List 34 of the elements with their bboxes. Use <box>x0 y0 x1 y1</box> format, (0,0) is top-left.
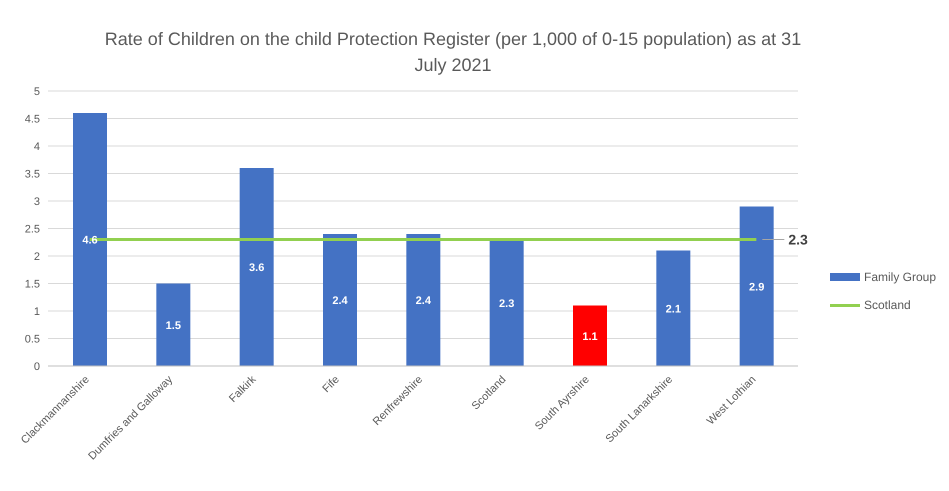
y-tick-label: 1 <box>34 306 40 318</box>
y-tick-label: 2.5 <box>24 223 40 236</box>
y-tick-label: 3.5 <box>24 168 40 180</box>
x-tick-label: Fife <box>320 374 342 396</box>
bar <box>323 234 357 366</box>
data-label: 3.6 <box>249 262 264 274</box>
y-tick-label: 1.5 <box>24 278 40 290</box>
bar <box>656 250 690 366</box>
y-tick-label: 4.5 <box>24 113 40 126</box>
bar <box>73 113 107 366</box>
legend-label: Scotland <box>863 298 912 312</box>
chart-title: Rate of Children on the child Protection Register (per 1,000 of 0-15 population) as at 31 July 2021 <box>104 28 802 77</box>
data-label: 2.4 <box>332 295 349 307</box>
data-label: 2.4 <box>416 295 432 307</box>
data-label: 2.3 <box>499 298 514 310</box>
bar <box>156 284 190 366</box>
bar <box>490 240 524 366</box>
bar <box>406 234 440 366</box>
data-label: 2.3 <box>788 232 808 248</box>
data-label: 2.9 <box>749 281 764 294</box>
bar <box>573 306 607 366</box>
data-label: 1.1 <box>582 330 598 343</box>
y-tick-label: 5 <box>34 86 40 98</box>
y-tick-label: 4 <box>34 140 40 153</box>
data-label: 1.5 <box>166 320 181 332</box>
y-tick-label: 2 <box>34 250 40 263</box>
legend-label: Family Group <box>863 270 936 284</box>
y-tick-label: 3 <box>34 196 40 208</box>
bar <box>240 168 274 366</box>
data-label: 4.6 <box>82 234 98 246</box>
data-label: 2.1 <box>666 303 681 316</box>
y-tick-label: 0 <box>34 360 40 373</box>
y-tick-label: 0.5 <box>24 333 40 346</box>
bar <box>740 206 774 366</box>
